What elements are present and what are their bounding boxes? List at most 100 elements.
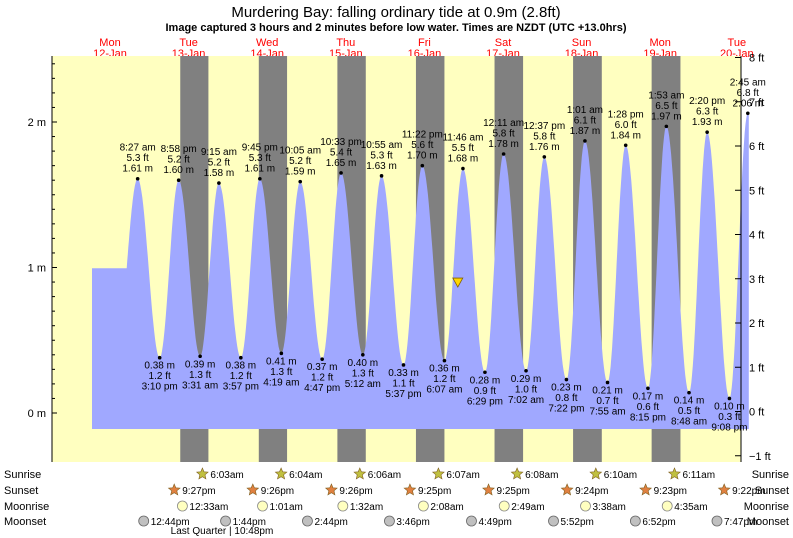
moonrise-time: 3:38am	[592, 502, 625, 513]
high-tide-label: 1.61 m	[245, 164, 276, 175]
moonset-icon	[466, 515, 477, 527]
high-tide-label: 6.1 ft	[574, 115, 596, 126]
low-tide-label: 4:47 pm	[304, 383, 340, 394]
high-tide-label: 12:11 am	[483, 118, 524, 129]
high-tide-label: 8:58 pm	[161, 144, 197, 155]
right-tick-label: 6 ft	[749, 141, 764, 153]
moonset-icon	[629, 515, 641, 527]
high-tide-label: 10:55 am	[361, 140, 403, 151]
current-tide-marker	[452, 277, 464, 288]
high-tide-label: 1.59 m	[285, 167, 316, 178]
sunrise-icon	[431, 467, 445, 480]
high-tide-label: 12:37 pm	[523, 121, 565, 132]
low-tide-label: 1.0 ft	[515, 384, 537, 395]
low-tide-label: 0.39 m	[185, 359, 216, 370]
sunrise-time: 6:07am	[446, 470, 479, 481]
low-tide-label: 1.2 ft	[230, 371, 252, 382]
tide-point	[623, 143, 628, 148]
moonset-time: 1:44pm	[233, 517, 266, 528]
tide-point	[361, 353, 365, 357]
tide-point	[135, 176, 140, 181]
high-tide-label: 6.5 ft	[655, 101, 677, 112]
sunset-time: 9:25pm	[497, 486, 530, 497]
sunset-icon	[560, 483, 574, 496]
low-tide-label: 7:55 am	[589, 406, 625, 417]
low-tide-label: 6:07 am	[426, 385, 462, 396]
almanac-row-label-left: Sunrise	[4, 469, 41, 481]
almanac-row-label-left: Moonrise	[4, 501, 49, 513]
high-tide-label: 11:46 am	[442, 133, 483, 144]
sunset-time: 9:26pm	[261, 486, 294, 497]
low-tide-label: 0.38 m	[226, 361, 257, 372]
axes: 0 m 1 m 2 m −1 ft 0 ft 1 ft 2 ft 3 ft 4 ft 5 ft 6 …	[28, 53, 771, 463]
low-tide-label: 0.41 m	[266, 356, 297, 367]
moonrise-icon	[257, 500, 268, 512]
left-tick-label: 0 m	[28, 408, 46, 420]
high-tide-label: 6.8 ft	[737, 88, 759, 99]
tide-point	[501, 152, 506, 156]
sunset-icon	[717, 483, 731, 496]
moonset-time: 5:52pm	[561, 517, 594, 528]
moonrise-icon	[337, 500, 349, 512]
low-tide-label: 8:15 pm	[630, 412, 666, 423]
high-tide-label: 1.61 m	[122, 164, 153, 175]
high-tide-label: 2:20 pm	[689, 96, 725, 107]
sunset-icon	[324, 483, 338, 496]
high-tide-label: 8:27 am	[120, 143, 156, 154]
day-name: Fri	[418, 37, 431, 49]
low-tide-label: 0.7 ft	[596, 396, 618, 407]
tide-point	[176, 178, 181, 182]
almanac-row-label-right: Sunrise	[752, 469, 789, 481]
high-tide-label: 9:15 am	[201, 147, 237, 158]
right-tick-label: 5 ft	[749, 185, 764, 197]
low-tide-label: 9:08 pm	[711, 422, 747, 433]
sunset-time: 9:26pm	[339, 486, 372, 497]
moonset-icon	[711, 515, 723, 527]
sunset-icon	[246, 483, 260, 496]
high-tide-label: 5.6 ft	[411, 140, 433, 151]
high-tide-label: 1.58 m	[204, 168, 235, 179]
low-tide-label: 0.9 ft	[474, 386, 496, 397]
tide-point	[258, 176, 262, 181]
high-tide-label: 5.8 ft	[533, 131, 555, 142]
moonset-time: 3:46pm	[396, 517, 429, 528]
sunrise-icon	[589, 467, 603, 480]
almanac-row-label-right: Moonset	[747, 516, 789, 528]
high-tide-label: 5.2 ft	[289, 156, 311, 167]
low-tide-label: 0.3 ft	[718, 412, 740, 423]
high-tide-label: 5.5 ft	[452, 143, 474, 154]
sunset-time: 9:22pm	[732, 486, 765, 497]
high-tide-label: 1.76 m	[529, 142, 560, 153]
low-tide-label: 1.3 ft	[270, 367, 292, 378]
tide-area	[92, 113, 749, 430]
day-name: Tue	[179, 37, 198, 49]
tide-point	[420, 163, 425, 168]
high-tide-label: 1:28 pm	[608, 109, 644, 120]
low-tide-label: 0.28 m	[470, 375, 501, 386]
low-tide-label: 1.2 ft	[311, 373, 333, 384]
day-name: Wed	[256, 37, 278, 49]
tide-point	[279, 351, 284, 356]
tide-point	[320, 357, 324, 361]
tide-point	[461, 166, 465, 171]
tide-point	[524, 369, 528, 373]
high-tide-label: 6.0 ft	[615, 120, 637, 131]
chart-subtitle: Image captured 3 hours and 2 minutes bef…	[165, 22, 626, 34]
sunrise-icon	[274, 467, 288, 480]
high-tide-label: 2.06 m	[733, 98, 764, 109]
low-tide-label: 0.21 m	[592, 385, 623, 396]
almanac-row-label-left: Sunset	[4, 485, 38, 497]
sunset-icon	[639, 483, 653, 496]
right-tick-label: 3 ft	[749, 274, 764, 286]
low-tide-label: 3:57 pm	[223, 382, 259, 393]
sunset-icon	[482, 483, 495, 496]
moonset-time: 4:49pm	[478, 517, 511, 528]
high-tide-label: 1.93 m	[692, 117, 723, 128]
current-level-marker	[452, 277, 464, 288]
high-tide-label: 5.3 ft	[370, 150, 392, 161]
low-tide-label: 0.10 m	[714, 401, 745, 412]
high-tide-label: 11:22 pm	[402, 130, 443, 141]
right-tick-label: 8 ft	[749, 53, 764, 65]
right-tick-label: 7 ft	[749, 97, 764, 109]
right-tick-label: 4 ft	[749, 230, 764, 242]
